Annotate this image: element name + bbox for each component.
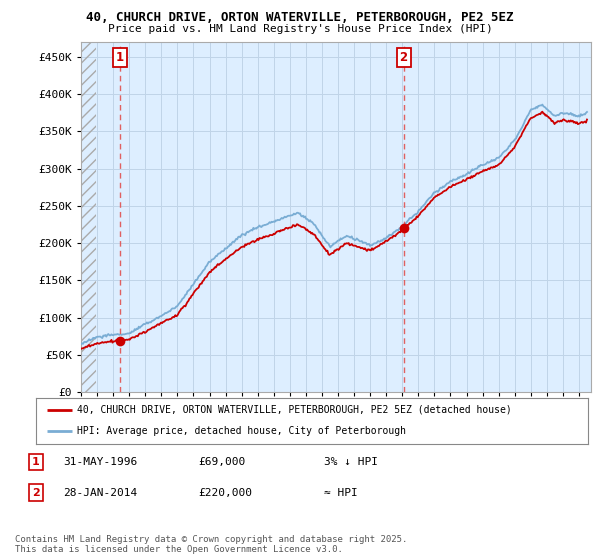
Bar [81, 42, 96, 392]
Text: 31-MAY-1996: 31-MAY-1996 [63, 457, 137, 467]
Text: 28-JAN-2014: 28-JAN-2014 [63, 488, 137, 498]
Bar [81, 42, 96, 392]
Text: 1: 1 [32, 457, 40, 467]
Text: ≈ HPI: ≈ HPI [324, 488, 358, 498]
Text: 3% ↓ HPI: 3% ↓ HPI [324, 457, 378, 467]
Text: Contains HM Land Registry data © Crown copyright and database right 2025.
This d: Contains HM Land Registry data © Crown c… [15, 535, 407, 554]
Text: HPI: Average price, detached house, City of Peterborough: HPI: Average price, detached house, City… [77, 426, 406, 436]
Text: 40, CHURCH DRIVE, ORTON WATERVILLE, PETERBOROUGH, PE2 5EZ (detached house): 40, CHURCH DRIVE, ORTON WATERVILLE, PETE… [77, 405, 512, 415]
Text: £69,000: £69,000 [198, 457, 245, 467]
Text: 1: 1 [116, 51, 124, 64]
Text: Price paid vs. HM Land Registry's House Price Index (HPI): Price paid vs. HM Land Registry's House … [107, 24, 493, 34]
Text: 40, CHURCH DRIVE, ORTON WATERVILLE, PETERBOROUGH, PE2 5EZ: 40, CHURCH DRIVE, ORTON WATERVILLE, PETE… [86, 11, 514, 24]
Text: 2: 2 [400, 51, 407, 64]
Text: 2: 2 [32, 488, 40, 498]
Text: £220,000: £220,000 [198, 488, 252, 498]
